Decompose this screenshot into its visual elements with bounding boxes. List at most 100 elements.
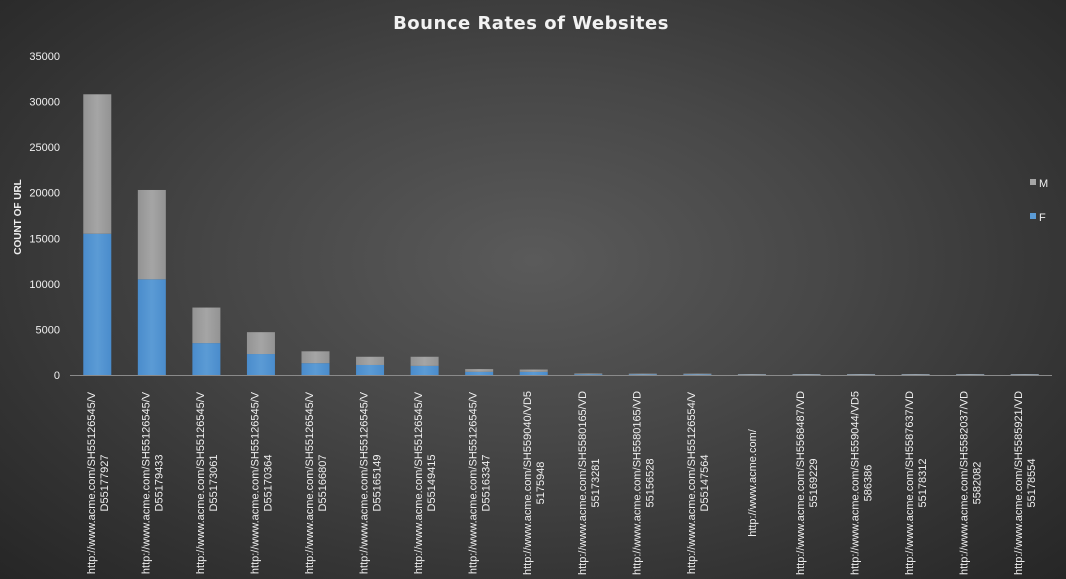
bar-m-3 [192,307,221,344]
bar-f-2 [137,279,166,375]
x-tick-label: http://www.acme.com/ [747,428,759,537]
x-tick-label-group: http://www.acme.com/SH55126545/V D5516334… [468,391,493,574]
x-tick-label-group: http://www.acme.com/SH559040/VD5 5175948 [522,391,547,575]
x-tick-label: http://www.acme.com/SH559040/VD5 [522,391,534,575]
bar-m-1 [83,94,112,234]
x-tick-label-group: http://www.acme.com/SH55126545/V D5517792… [86,391,111,574]
x-tick-label-group: http://www.acme.com/SH55126545/V D5516514… [359,391,384,574]
bar-f-1 [83,233,112,375]
bar-f-8 [465,371,494,375]
x-tick-label: D55147564 [699,455,711,512]
x-tick-label: 55156528 [644,459,656,508]
x-tick-label: 55178554 [1026,459,1038,508]
bar-f-11 [628,374,657,375]
bar-f-12 [683,374,712,375]
bar-m-5 [301,351,330,364]
x-tick-label: http://www.acme.com/SH5580165/VD [577,391,589,575]
y-tick-label: 30000 [29,97,60,109]
bar-m-13 [737,374,766,375]
x-tick-label-group: http://www.acme.com/SH559044/VD5 586386 [850,391,875,575]
x-tick-label: http://www.acme.com/SH559044/VD5 [850,391,862,575]
x-tick-label-group: http://www.acme.com/SH55126545/V D5517036… [249,391,274,574]
x-tick-label: http://www.acme.com/SH5568487/VD [795,391,807,575]
x-tick-label-group: http://www.acme.com/SH5580165/VD 55173281 [577,391,602,575]
x-tick-label: http://www.acme.com/SH55126545/V [195,391,207,574]
x-tick-label: 55178312 [917,459,929,508]
y-tick-label: 15000 [29,233,60,245]
x-tick-label: http://www.acme.com/SH55126554/V [686,391,698,574]
x-tick-label: http://www.acme.com/SH55126545/V [249,391,261,574]
x-tick-label-group: http://www.acme.com/SH5568487/VD 55169229 [795,391,820,575]
x-tick-label: D55170364 [262,455,274,512]
bar-f-5 [301,363,330,375]
bar-m-15 [847,374,876,375]
bar-m-9 [519,369,548,372]
x-tick-label: http://www.acme.com/SH55126545/V [86,391,98,574]
legend-label-f: F [1039,212,1046,224]
x-tick-label: http://www.acme.com/SH55126545/V [359,391,371,574]
bar-f-9 [519,371,548,375]
x-tick-label-group: http://www.acme.com/SH5580165/VD 55156528 [631,391,656,575]
x-tick-label: 55173281 [590,459,602,508]
x-axis-ticks: http://www.acme.com/SH55126545/V D5517792… [86,391,1038,575]
legend-swatch-f [1030,213,1036,219]
bar-m-17 [956,374,985,375]
x-tick-label: http://www.acme.com/SH55126545/V [140,391,152,574]
x-tick-label: D55179433 [153,455,165,512]
bar-f-3 [192,343,221,375]
chart-title: Bounce Rates of Websites [393,13,669,34]
bar-m-7 [410,356,439,366]
legend-swatch-m [1030,179,1036,185]
bar-m-18 [1010,374,1039,375]
x-tick-label: 586386 [863,465,875,502]
x-tick-label-group: http://www.acme.com/SH5587637/VD 55178312 [904,391,929,575]
x-tick-label: 55169229 [808,459,820,508]
bar-m-10 [574,373,603,375]
x-tick-label: http://www.acme.com/SH55126545/V [413,391,425,574]
x-tick-label: D55165149 [372,455,384,512]
y-axis-ticks: 0 5000 10000 15000 20000 25000 30000 35000 [29,51,60,382]
bar-m-4 [246,332,275,355]
x-tick-label: 5582082 [972,462,984,505]
x-tick-label: http://www.acme.com/SH5582037/VD [959,391,971,575]
x-tick-label-group: http://www.acme.com/SH55126545/V D5517306… [195,391,220,574]
y-tick-label: 5000 [36,324,60,336]
x-tick-label-group: http://www.acme.com/ [747,428,759,537]
x-tick-label: http://www.acme.com/SH5587637/VD [904,391,916,575]
legend: MF [1030,178,1048,224]
bar-m-14 [792,374,821,375]
bar-m-2 [137,189,166,280]
x-tick-label: D55149415 [426,455,438,512]
bar-f-6 [356,364,385,375]
bar-m-16 [901,374,930,375]
legend-label-m: M [1039,178,1048,190]
x-tick-label-group: http://www.acme.com/SH5582037/VD 5582082 [959,391,984,575]
bar-f-7 [410,365,439,375]
y-tick-label: 0 [54,370,60,382]
x-tick-label-group: http://www.acme.com/SH55126545/V D5517943… [140,391,165,574]
x-tick-label-group: http://www.acme.com/SH55126545/V D5516680… [304,391,329,574]
y-tick-label: 25000 [29,142,60,154]
bar-m-8 [465,369,494,372]
bar-f-10 [574,374,603,375]
bars-group [83,94,1039,375]
x-tick-label-group: http://www.acme.com/SH55126545/V D5514941… [413,391,438,574]
bar-m-12 [683,373,712,375]
x-tick-label: http://www.acme.com/SH55126545/V [468,391,480,574]
x-tick-label: D55163347 [481,455,493,512]
bar-f-4 [246,354,275,375]
bar-m-11 [628,373,657,375]
x-tick-label: http://www.acme.com/SH55126545/V [304,391,316,574]
bar-m-6 [356,356,385,365]
x-tick-label: D55173061 [208,455,220,512]
x-tick-label: D55166807 [317,455,329,512]
x-tick-label: http://www.acme.com/SH5580165/VD [631,391,643,575]
x-tick-label: http://www.acme.com/SH5585921/VD [1013,391,1025,575]
x-tick-label-group: http://www.acme.com/SH55126554/V D5514756… [686,391,711,574]
y-tick-label: 10000 [29,279,60,291]
x-tick-label: D55177927 [99,455,111,512]
x-tick-label: 5175948 [535,462,547,505]
x-tick-label-group: http://www.acme.com/SH5585921/VD 55178554 [1013,391,1038,575]
